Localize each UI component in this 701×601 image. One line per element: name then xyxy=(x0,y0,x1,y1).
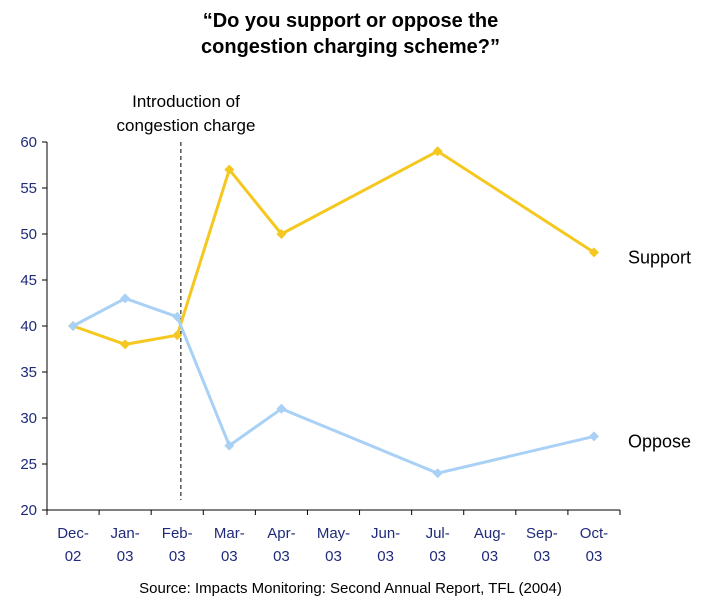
y-tick-label: 60 xyxy=(20,134,37,151)
x-tick-label-line: 03 xyxy=(325,548,342,565)
x-tick-label-line: Jul- xyxy=(426,525,450,542)
x-tick-label-line: Jan- xyxy=(111,525,140,542)
x-tick-label-line: 03 xyxy=(586,548,603,565)
data-point-oppose xyxy=(432,468,443,479)
series-labels: Support Oppose xyxy=(628,247,691,451)
y-tick-label: 25 xyxy=(20,456,37,473)
x-tick-label: Feb- 03 xyxy=(162,525,193,565)
x-tick-label: Oct- 03 xyxy=(580,525,608,565)
x-tick-label: Jun- 03 xyxy=(371,525,400,565)
x-tick-label-line: 03 xyxy=(429,548,446,565)
data-point-oppose xyxy=(172,311,183,322)
x-tick-label-line: 03 xyxy=(534,548,551,565)
x-tick-label: Mar- 03 xyxy=(214,525,245,565)
y-tick-label: 55 xyxy=(20,180,37,197)
annotation-line1: Introduction of xyxy=(132,92,240,111)
x-tick-label: Jan- 03 xyxy=(111,525,140,565)
x-tick-label-line: 03 xyxy=(377,548,394,565)
y-tick-label: 50 xyxy=(20,226,37,243)
x-tick-label-line: 02 xyxy=(65,548,82,565)
y-tick-label: 35 xyxy=(20,364,37,381)
data-point-oppose xyxy=(588,431,599,442)
data-point-oppose xyxy=(276,403,287,414)
source-note: Source: Impacts Monitoring: Second Annua… xyxy=(139,580,562,597)
data-point-support xyxy=(120,339,131,350)
y-tick-label: 40 xyxy=(20,318,37,335)
x-tick-label-line: 03 xyxy=(169,548,186,565)
chart-title: “Do you support or oppose the congestion… xyxy=(0,8,701,60)
x-tick-label-line: May- xyxy=(317,525,350,542)
x-tick-label-line: Mar- xyxy=(214,525,245,542)
x-tick-label: Dec- 02 xyxy=(57,525,89,565)
x-tick-label-line: Apr- xyxy=(267,525,295,542)
y-tick-label: 30 xyxy=(20,410,37,427)
series-group xyxy=(68,146,599,479)
annotation: Introduction of congestion charge xyxy=(117,92,256,500)
x-tick-label-line: 03 xyxy=(117,548,134,565)
y-tick-label: 20 xyxy=(20,502,37,519)
data-point-support xyxy=(172,330,183,341)
x-tick-label: Aug- 03 xyxy=(474,525,506,565)
x-tick-label-line: Oct- xyxy=(580,525,608,542)
x-tick-label: Jul- 03 xyxy=(426,525,450,565)
data-point-oppose xyxy=(68,321,79,331)
series-label-oppose: Oppose xyxy=(628,431,691,451)
chart-title-line1: “Do you support or oppose the xyxy=(202,10,499,32)
x-tick-label-line: Feb- xyxy=(162,525,193,542)
x-tick-label-line: Aug- xyxy=(474,525,506,542)
x-tick-label-line: 03 xyxy=(273,548,290,565)
axes: 202530354045505560Dec-02Jan-03Feb-03Mar-… xyxy=(20,134,621,565)
x-tick-label-line: Dec- xyxy=(57,525,89,542)
data-point-support xyxy=(224,164,235,175)
x-tick-label-line: Sep- xyxy=(526,525,558,542)
chart-title-line2: congestion charging scheme?” xyxy=(201,36,500,58)
x-tick-label-line: 03 xyxy=(221,548,238,565)
series-line-oppose xyxy=(72,296,595,475)
x-tick-label: Apr- 03 xyxy=(267,525,295,565)
data-point-oppose xyxy=(224,440,235,451)
data-point-support xyxy=(588,247,599,258)
x-tick-label-line: 03 xyxy=(481,548,498,565)
series-label-support: Support xyxy=(628,247,691,267)
data-point-oppose xyxy=(120,293,131,304)
y-tick-label: 45 xyxy=(20,272,37,289)
x-tick-label: May- 03 xyxy=(317,525,350,565)
data-point-support xyxy=(432,146,443,157)
x-tick-label-line: Jun- xyxy=(371,525,400,542)
x-tick-label: Sep- 03 xyxy=(526,525,558,565)
series-line-support xyxy=(72,149,595,346)
data-point-support xyxy=(276,229,287,239)
annotation-line2: congestion charge xyxy=(117,116,256,135)
